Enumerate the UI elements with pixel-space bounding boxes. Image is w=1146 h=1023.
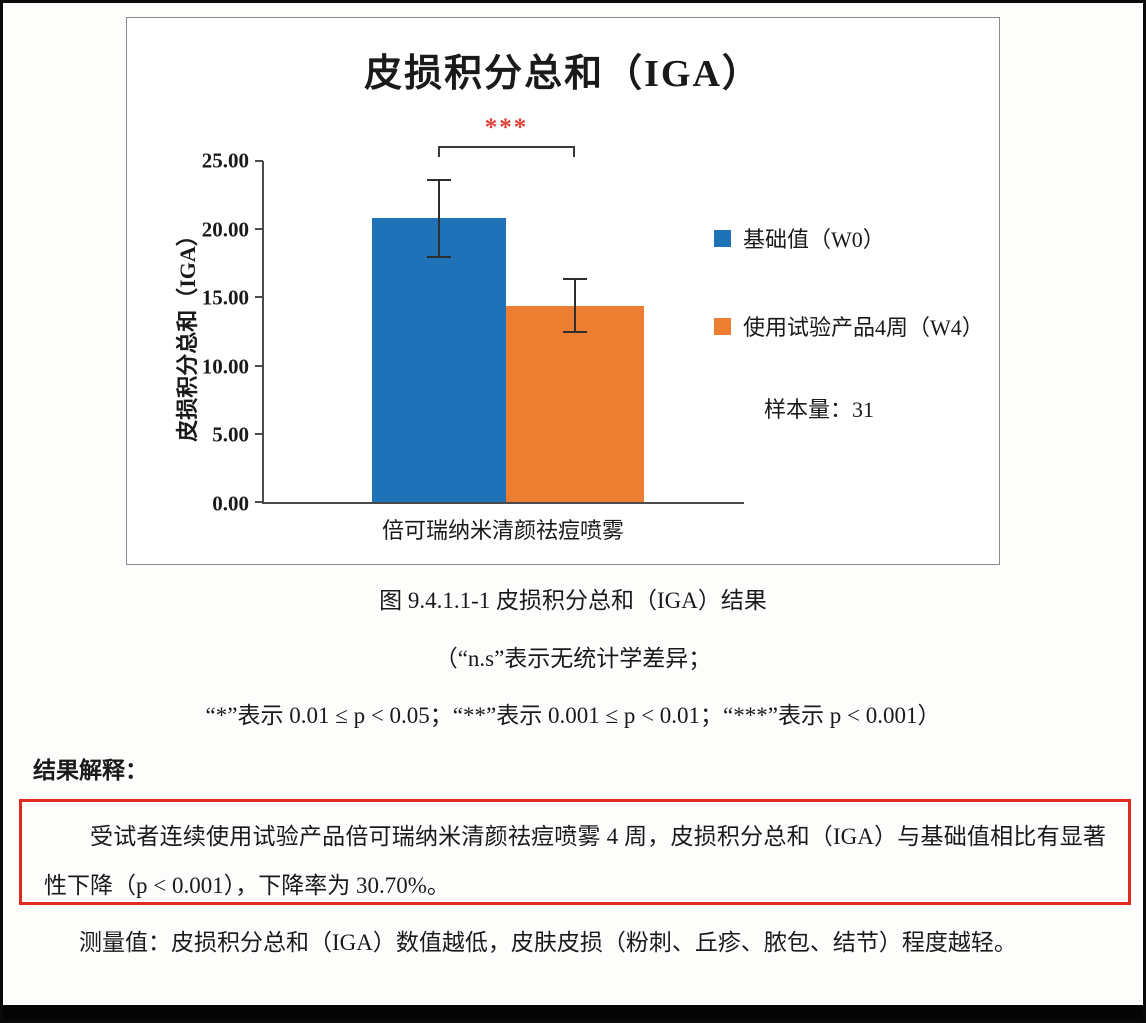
sample-size-label: 样本量：31 bbox=[764, 397, 875, 422]
y-tick-label: 5.00 bbox=[212, 422, 249, 447]
measurement-note: 测量值：皮损积分总和（IGA）数值越低，皮肤皮损（粉刺、丘疹、脓包、结节）程度越… bbox=[79, 930, 1017, 955]
significance-stars: *** bbox=[484, 114, 529, 141]
chart-figure: 皮损积分总和（IGA） 皮损积分总和（IGA） 25.00 20.00 15.0… bbox=[126, 17, 1000, 565]
legend-item-week4: 使用试验产品4周（W4） bbox=[714, 310, 984, 342]
x-axis-category-label: 倍可瑞纳米清颜祛痘喷雾 bbox=[381, 518, 624, 543]
y-axis-tick-mark bbox=[255, 432, 263, 435]
legend-swatch-orange bbox=[714, 317, 731, 335]
figure-caption: 图 9.4.1.1-1 皮损积分总和（IGA）结果 bbox=[379, 588, 767, 613]
significance-bracket bbox=[438, 146, 575, 157]
y-axis-tick-mark bbox=[255, 364, 263, 367]
plot-area bbox=[255, 160, 744, 504]
y-axis-tick-mark bbox=[255, 501, 263, 503]
y-tick-label: 10.00 bbox=[201, 354, 249, 379]
error-bar-baseline bbox=[427, 178, 451, 258]
bar-week4-w4 bbox=[506, 305, 644, 502]
bar-baseline-w0 bbox=[372, 218, 506, 502]
page-bottom-scan-edge bbox=[3, 1005, 1143, 1020]
y-tick-label: 0.00 bbox=[212, 491, 249, 516]
y-tick-label: 20.00 bbox=[201, 217, 249, 242]
y-tick-label: 25.00 bbox=[201, 148, 249, 173]
result-heading: 结果解释： bbox=[33, 758, 148, 783]
highlighted-result-box: 受试者连续使用试验产品倍可瑞纳米清颜祛痘喷雾 4 周，皮损积分总和（IGA）与基… bbox=[19, 799, 1131, 905]
error-bar-week4 bbox=[563, 278, 587, 333]
legend-label: 基础值（W0） bbox=[743, 227, 885, 252]
y-axis-tick-mark bbox=[255, 160, 263, 162]
y-axis-tick-mark bbox=[255, 296, 263, 299]
figure-note-line2: “*”表示 0.01 ≤ p < 0.05；“**”表示 0.001 ≤ p <… bbox=[205, 703, 941, 728]
y-axis-tick-mark bbox=[255, 228, 263, 231]
y-tick-label: 15.00 bbox=[201, 285, 249, 310]
legend-item-baseline: 基础值（W0） bbox=[714, 222, 885, 254]
chart-title: 皮损积分总和（IGA） bbox=[364, 53, 762, 95]
figure-note-line1: （“n.s”表示无统计学差异； bbox=[434, 646, 712, 671]
highlighted-result-text: 受试者连续使用试验产品倍可瑞纳米清颜祛痘喷雾 4 周，皮损积分总和（IGA）与基… bbox=[44, 824, 1106, 898]
y-axis-tick-labels: 25.00 20.00 15.00 10.00 5.00 0.00 bbox=[167, 149, 257, 516]
legend-swatch-blue bbox=[714, 229, 731, 247]
legend-label: 使用试验产品4周（W4） bbox=[743, 315, 984, 340]
